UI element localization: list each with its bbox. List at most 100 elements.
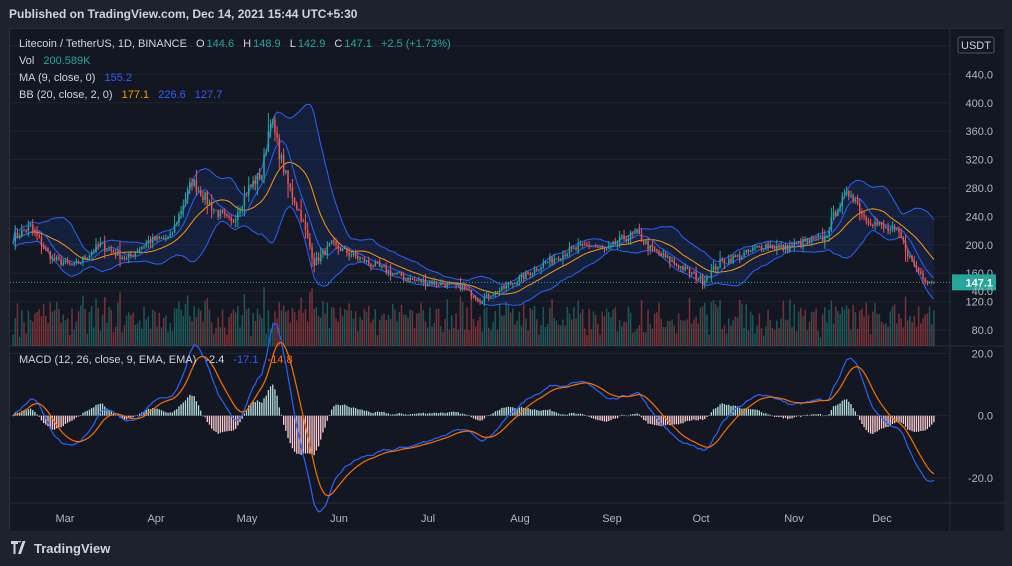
macd-histogram-bar (575, 413, 577, 416)
macd-histogram-bar (784, 415, 787, 418)
price-axis-tick-label: 80.0 (972, 325, 993, 337)
macd-histogram-bar (568, 413, 571, 416)
macd-histogram-bar (793, 415, 795, 418)
candle-body (767, 244, 769, 248)
candle-body (298, 208, 300, 211)
chart-container[interactable]: 480.0440.0400.0360.0320.0280.0240.0200.0… (9, 28, 1004, 531)
volume-bar (839, 313, 841, 346)
macd-histogram-bar (158, 409, 160, 416)
macd-histogram-bar (69, 415, 71, 422)
macd-histogram-bar (560, 414, 562, 416)
candle-body (280, 155, 283, 160)
candle-body (677, 265, 680, 268)
volume-bar (313, 308, 315, 346)
price-axis-tick-label: 360.0 (965, 126, 993, 138)
volume-bar (186, 295, 189, 346)
macd-histogram-bar (160, 410, 163, 416)
volume-bar (121, 332, 123, 346)
candle-body (40, 237, 43, 246)
volume-bar (780, 318, 782, 346)
macd-histogram-bar (566, 414, 568, 416)
candle-body (29, 224, 32, 226)
volume-bar (590, 329, 593, 346)
macd-histogram-bar (328, 414, 331, 416)
candle-body (381, 266, 383, 268)
volume-bar (795, 331, 798, 346)
macd-histogram-bar (614, 415, 616, 419)
candle-body (160, 237, 163, 239)
macd-histogram-bar (383, 411, 385, 416)
macd-histogram-bar (538, 410, 540, 416)
macd-histogram-bar (82, 412, 84, 416)
candle-body (756, 246, 758, 248)
candle-body (459, 283, 462, 290)
macd-histogram-bar (706, 415, 708, 418)
legend-macd-row: MACD (12, 26, close, 9, EMA, EMA) -2.4 -… (19, 354, 295, 366)
candle-body (60, 258, 62, 265)
macd-histogram-bar (444, 413, 446, 416)
candle-body (695, 272, 697, 279)
macd-histogram-bar (749, 409, 752, 416)
volume-bar (898, 313, 900, 346)
macd-histogram-bar (693, 415, 695, 420)
candle-body (23, 230, 25, 232)
volume-bar (12, 334, 14, 346)
legend-bb-lower: 127.7 (194, 89, 223, 101)
volume-bar (195, 316, 198, 346)
candle-body (736, 254, 739, 257)
candle-body (728, 258, 730, 264)
volume-bar (326, 302, 329, 346)
macd-histogram-bar (398, 412, 400, 416)
macd-histogram-bar (23, 410, 25, 416)
legend-macd-hist: -2.4 (205, 354, 225, 366)
macd-histogram-bar (483, 415, 486, 419)
macd-histogram-bar (902, 415, 905, 424)
volume-bar (69, 335, 71, 346)
macd-histogram-bar (835, 405, 837, 416)
candle-body (184, 199, 187, 206)
volume-bar (527, 330, 529, 346)
legend-macd-value: -17.1 (233, 354, 259, 366)
volume-bar (435, 309, 438, 346)
candle-body (442, 282, 444, 285)
macd-histogram-bar (595, 415, 597, 420)
macd-histogram-bar (872, 415, 874, 434)
candle-body (119, 251, 121, 259)
candle-body (77, 261, 80, 264)
candle-body (271, 119, 274, 126)
volume-bar (647, 309, 649, 346)
currency-badge (957, 36, 995, 54)
candle-body (538, 269, 540, 271)
macd-histogram-bar (549, 409, 551, 416)
legend-symbol-row: Litecoin / TetherUS, 1D, BINANCE O 144.6 … (19, 38, 453, 50)
volume-bar (793, 304, 796, 346)
volume-bar (832, 323, 835, 346)
volume-bar (477, 320, 479, 346)
volume-bar (348, 303, 350, 346)
volume-bar (605, 308, 608, 346)
volume-bar (302, 312, 305, 346)
macd-histogram-bar (156, 408, 158, 416)
volume-bar (856, 328, 859, 346)
candle-body (247, 185, 250, 196)
volume-bar (165, 315, 167, 346)
volume-bar (656, 312, 658, 346)
volume-bar (64, 320, 67, 346)
chart-canvas[interactable]: 480.0440.0400.0360.0320.0280.0240.0200.0… (10, 29, 1004, 531)
candle-body (36, 231, 38, 236)
candle-body (540, 267, 542, 270)
candle-body (110, 249, 113, 251)
candle-body (933, 282, 935, 284)
volume-bar (614, 307, 617, 346)
volume-bar (381, 315, 383, 346)
macd-histogram-bar (313, 415, 315, 456)
volume-bar (575, 318, 577, 346)
macd-histogram-bar (228, 415, 230, 431)
candle-body (422, 279, 425, 283)
macd-histogram-bar (806, 414, 809, 416)
candle-body (924, 278, 926, 282)
volume-bar (865, 302, 868, 346)
volume-bar (815, 308, 817, 346)
macd-histogram-bar (114, 415, 117, 416)
volume-bar (503, 315, 505, 346)
